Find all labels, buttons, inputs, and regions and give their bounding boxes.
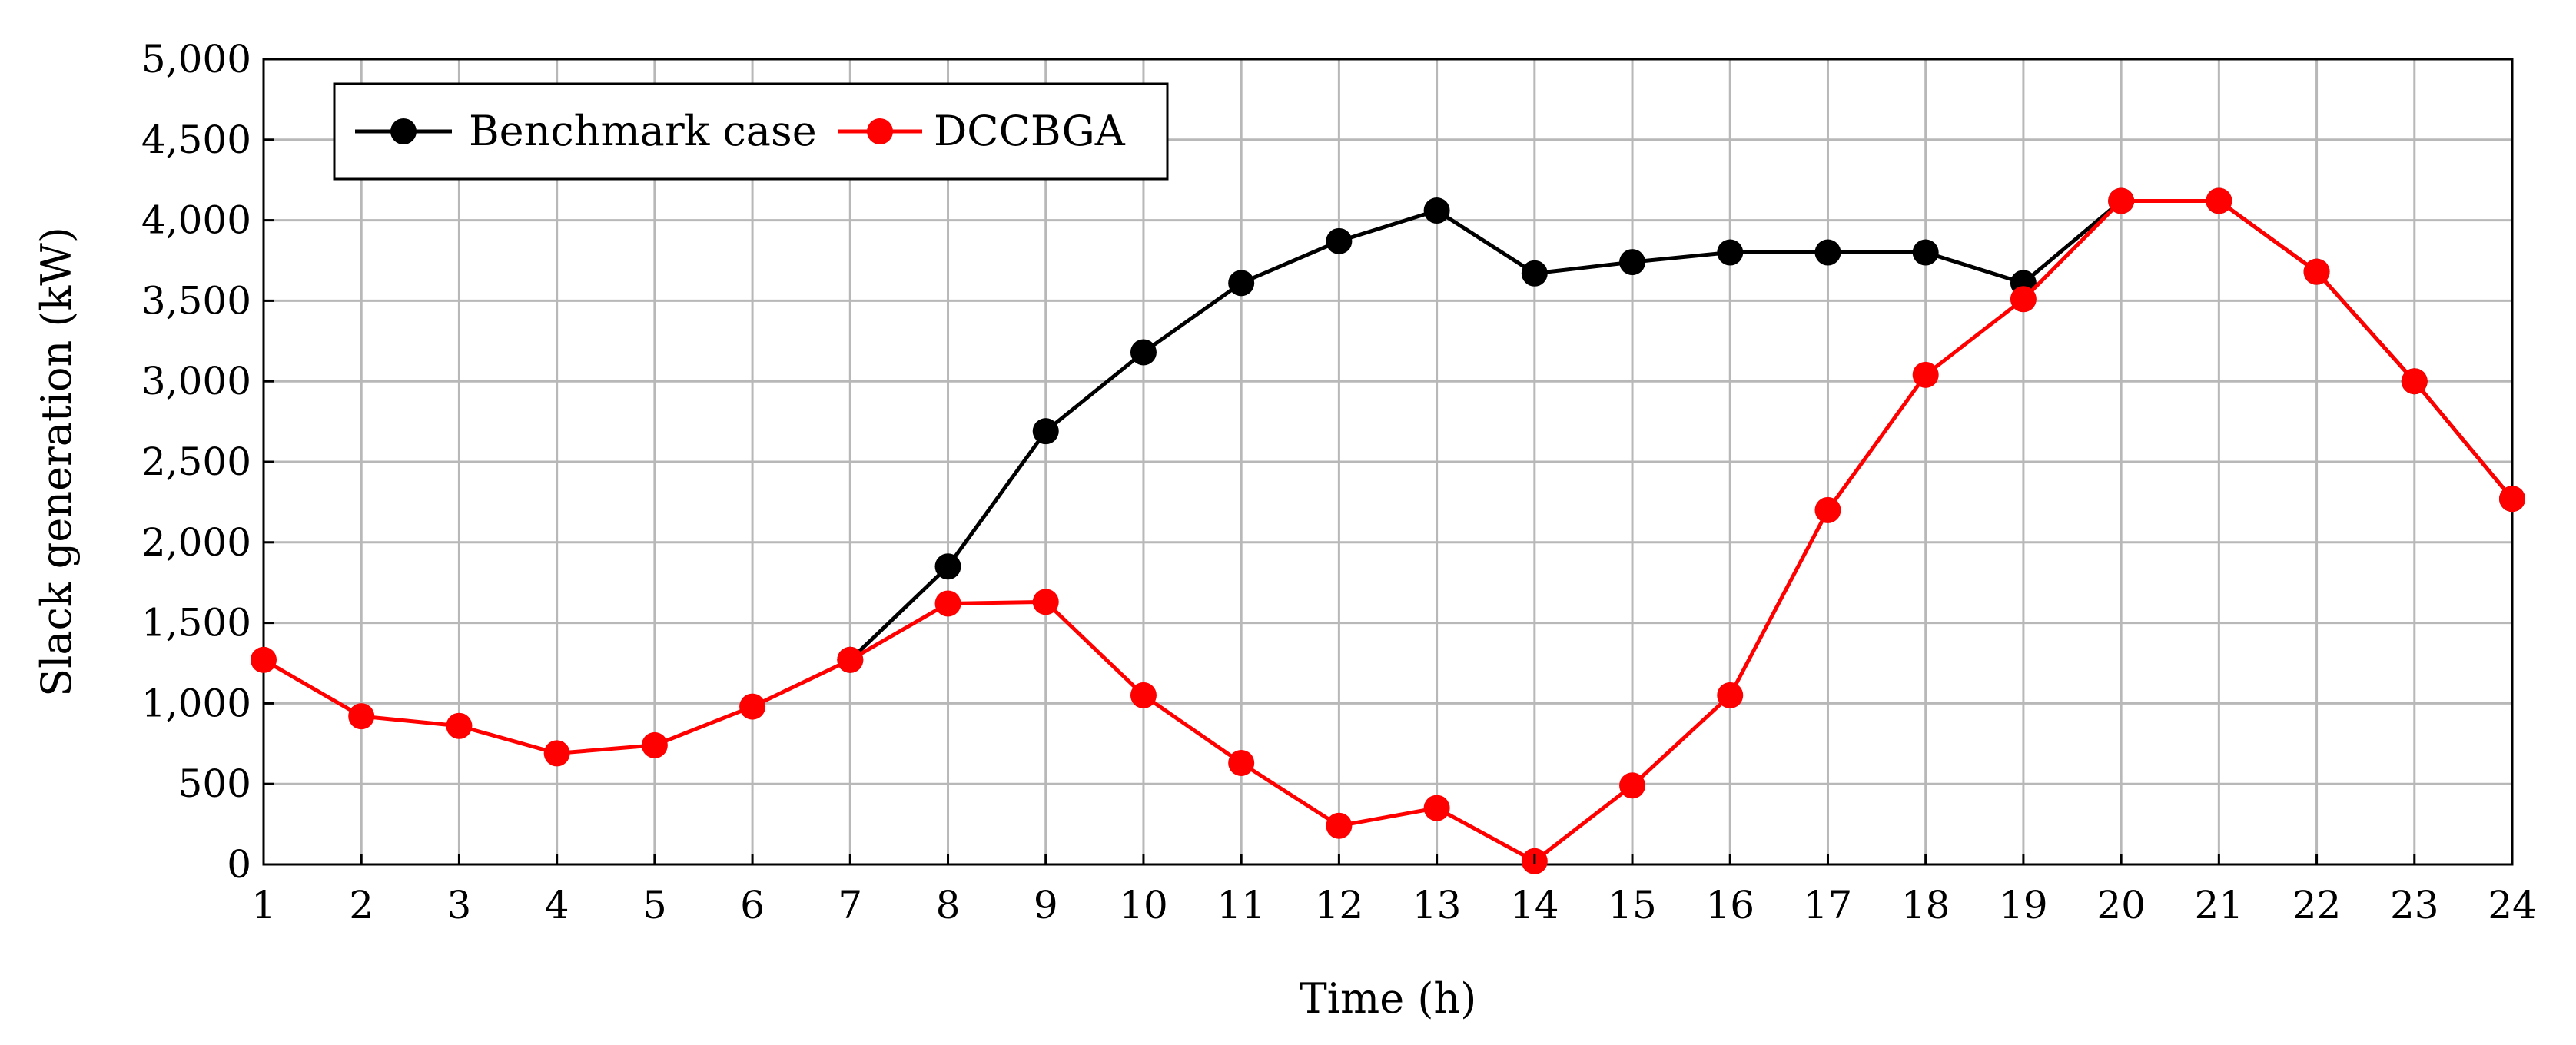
y-tick-label: 500 — [178, 761, 251, 806]
y-tick-label: 3,500 — [141, 278, 251, 323]
data-point-dccbga — [1912, 361, 1939, 388]
data-point-benchmark-case — [1228, 270, 1255, 297]
data-point-benchmark-case — [1717, 239, 1744, 266]
y-axis-ticks: 0 500 1,000 1,500 2,000 2,500 3,000 3,500 4,000 4… — [141, 37, 274, 887]
data-point-dccbga — [837, 646, 864, 673]
x-tick-label: 23 — [2390, 883, 2439, 927]
data-point-benchmark-case — [1032, 418, 1059, 445]
data-point-dccbga — [1130, 682, 1157, 708]
x-tick-label: 21 — [2195, 883, 2244, 927]
y-tick-label: 1,000 — [141, 681, 251, 725]
y-tick-label: 4,500 — [141, 118, 251, 162]
legend-swatch-marker-benchmark — [390, 118, 417, 144]
x-tick-label: 12 — [1315, 883, 1364, 927]
x-tick-label: 13 — [1412, 883, 1462, 927]
y-axis-title: Slack generation (kW) — [32, 227, 81, 697]
x-axis-ticks: 1 2 3 4 5 6 7 8 9 10 11 12 13 14 15 16 17 18 19 20 21 22 23 24 — [251, 854, 2537, 927]
legend-entry-dccbga: DCCBGA — [838, 107, 1126, 155]
data-point-benchmark-case — [1130, 339, 1157, 366]
data-point-dccbga — [1032, 589, 1059, 615]
x-tick-label: 16 — [1705, 883, 1754, 927]
data-point-dccbga — [446, 712, 473, 739]
data-point-dccbga — [2108, 187, 2135, 214]
x-tick-label: 4 — [545, 883, 569, 927]
data-point-benchmark-case — [1912, 239, 1939, 266]
data-point-benchmark-case — [1423, 197, 1450, 224]
data-point-dccbga — [2303, 258, 2330, 285]
data-point-dccbga — [739, 693, 766, 720]
data-point-dccbga — [543, 740, 570, 767]
x-tick-label: 22 — [2292, 883, 2342, 927]
x-tick-label: 11 — [1217, 883, 1266, 927]
series-benchmark-case — [837, 187, 2525, 673]
data-point-dccbga — [2499, 486, 2525, 513]
data-point-dccbga — [1717, 682, 1744, 708]
data-point-dccbga — [2206, 187, 2232, 214]
data-point-dccbga — [934, 590, 961, 617]
data-point-dccbga — [1619, 772, 1646, 799]
legend-label-benchmark: Benchmark case — [469, 107, 817, 155]
legend-swatch-marker-dccbga — [867, 118, 893, 144]
data-point-dccbga — [348, 703, 375, 730]
x-tick-label: 9 — [1034, 883, 1058, 927]
series-line-dccbga — [262, 198, 2514, 864]
series-layer — [251, 187, 2525, 874]
x-tick-label: 15 — [1608, 883, 1657, 927]
x-tick-label: 18 — [1901, 883, 1950, 927]
y-tick-label: 2,500 — [141, 440, 251, 484]
x-tick-label: 5 — [642, 883, 667, 927]
data-point-benchmark-case — [1521, 260, 1548, 287]
y-tick-label: 1,500 — [141, 601, 251, 645]
y-tick-label: 3,000 — [141, 359, 251, 403]
x-tick-label: 19 — [1999, 883, 2048, 927]
legend-label-dccbga: DCCBGA — [934, 107, 1126, 155]
y-tick-label: 2,000 — [141, 520, 251, 565]
data-point-dccbga — [1228, 749, 1255, 776]
x-tick-label: 1 — [251, 883, 276, 927]
data-point-dccbga — [1326, 812, 1353, 839]
legend-entry-benchmark: Benchmark case — [355, 107, 817, 155]
x-tick-label: 17 — [1804, 883, 1853, 927]
x-tick-label: 14 — [1510, 883, 1559, 927]
y-tick-label: 4,000 — [141, 198, 251, 243]
legend-box — [333, 82, 1169, 181]
data-point-benchmark-case — [934, 553, 961, 580]
data-point-dccbga — [2010, 286, 2037, 313]
y-tick-label: 5,000 — [141, 37, 251, 81]
data-point-dccbga — [641, 732, 668, 758]
data-point-dccbga — [251, 646, 277, 673]
x-tick-label: 3 — [447, 883, 472, 927]
x-axis-title: Time (h) — [1300, 974, 1477, 1023]
data-point-benchmark-case — [1326, 227, 1353, 254]
x-tick-label: 6 — [740, 883, 765, 927]
x-tick-label: 10 — [1119, 883, 1168, 927]
x-tick-label: 24 — [2488, 883, 2537, 927]
data-point-benchmark-case — [1619, 249, 1646, 276]
series-dccbga — [251, 187, 2525, 874]
x-tick-label: 20 — [2096, 883, 2146, 927]
series-line-benchmark-case — [848, 198, 2514, 662]
x-tick-label: 8 — [936, 883, 961, 927]
data-point-benchmark-case — [1814, 239, 1841, 266]
x-tick-label: 7 — [838, 883, 862, 927]
data-point-dccbga — [2401, 368, 2428, 395]
legend: Benchmark case DCCBGA — [333, 82, 1169, 181]
data-point-dccbga — [1814, 496, 1841, 523]
x-tick-label: 2 — [349, 883, 373, 927]
data-point-dccbga — [1423, 795, 1450, 821]
y-tick-label: 0 — [227, 842, 251, 887]
